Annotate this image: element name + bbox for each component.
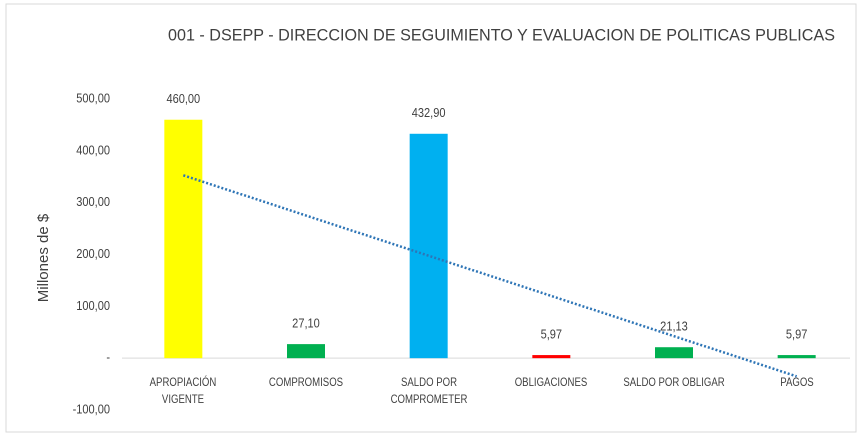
value-label: 460,00 xyxy=(166,91,200,106)
y-tick-label: - xyxy=(106,350,110,365)
x-tick-label: SALDO POR COMPROMETER xyxy=(390,375,468,407)
y-tick-label: 400,00 xyxy=(76,142,110,157)
x-tick-label: PAGOS xyxy=(779,375,814,390)
bar xyxy=(164,119,203,359)
y-tick-label: 500,00 xyxy=(76,91,110,106)
bar xyxy=(409,133,448,359)
value-label: 27,10 xyxy=(292,316,320,331)
value-label: 5,97 xyxy=(786,327,808,342)
bar xyxy=(655,347,693,359)
y-tick-label: 200,00 xyxy=(76,246,110,261)
y-tick-label: 100,00 xyxy=(76,298,110,313)
value-label: 5,97 xyxy=(541,327,563,342)
y-tick-label: -100,00 xyxy=(73,402,111,417)
x-tick-label: SALDO POR OBLIGAR xyxy=(623,375,725,390)
bar xyxy=(287,344,325,359)
y-tick-label: 300,00 xyxy=(76,194,110,209)
y-axis-title: Millones de $ xyxy=(35,213,52,302)
x-tick-label: APROPIACIÓN VIGENTE xyxy=(149,375,217,407)
trendline xyxy=(182,174,798,378)
bar xyxy=(777,355,816,359)
value-label: 21,13 xyxy=(660,319,688,334)
chart-title: 001 - DSEPP - DIRECCION DE SEGUIMIENTO Y… xyxy=(168,25,835,44)
x-tick-label: OBLIGACIONES xyxy=(515,375,588,390)
chart-border xyxy=(5,3,857,433)
x-tick-label: COMPROMISOS xyxy=(268,375,344,390)
value-label: 432,90 xyxy=(412,105,446,120)
bar xyxy=(532,355,571,359)
